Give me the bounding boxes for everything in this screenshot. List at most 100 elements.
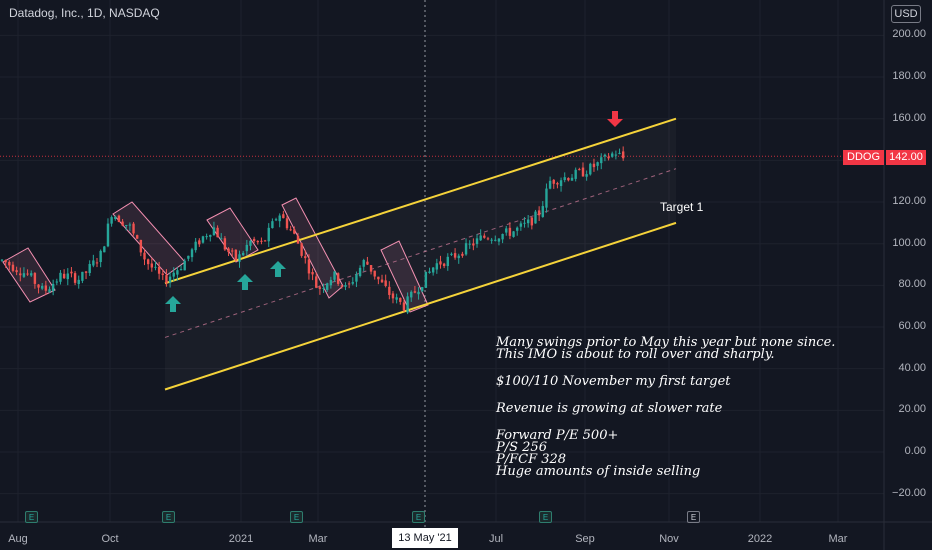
candle-body (446, 256, 449, 267)
candle-body (377, 276, 380, 280)
candle-body (366, 261, 369, 265)
candle-body (501, 234, 504, 240)
candle-body (157, 266, 161, 274)
x-tick-label: Mar (308, 533, 328, 545)
x-tick-label: Jul (488, 533, 504, 545)
candle-body (402, 302, 406, 311)
channel-upper-line (164, 117, 677, 285)
candle-body (534, 211, 537, 224)
y-tick-label: 80.00 (898, 278, 926, 291)
candle-body (453, 253, 457, 258)
y-tick-label: 200.00 (892, 28, 926, 41)
candle-body (231, 250, 234, 252)
candle-body (66, 273, 69, 280)
candle-body (424, 271, 428, 288)
candle-body (271, 221, 274, 229)
candle-body (198, 240, 201, 245)
candle-body (578, 169, 581, 171)
earnings-marker[interactable]: E (25, 511, 38, 523)
note-line-1: Many swings prior to May this year but n… (496, 335, 836, 350)
candle-body (300, 243, 303, 256)
candle-body (559, 180, 563, 187)
candle-body (77, 279, 80, 285)
candle-body (304, 256, 307, 259)
candle-body (508, 227, 512, 236)
candle-body (216, 227, 219, 238)
candle-body (165, 275, 168, 284)
candle-body (227, 248, 230, 253)
candle-body (340, 285, 344, 287)
candle-body (121, 221, 124, 226)
swing-box (380, 240, 429, 313)
candle-body (395, 297, 398, 300)
candle-body (48, 289, 51, 293)
candle-body (146, 259, 150, 265)
swing-box (2, 247, 56, 303)
price-channel (164, 117, 677, 391)
candle-body (483, 235, 486, 238)
candle-body (475, 238, 479, 245)
candle-body (384, 280, 387, 286)
candle-body (249, 240, 252, 246)
candle-body (410, 291, 413, 298)
candle-body (179, 269, 183, 271)
candle-body (570, 177, 574, 181)
candle-body (505, 228, 508, 233)
candlestick-series (0, 146, 625, 315)
up-arrow-icon (270, 261, 286, 277)
candle-body (479, 235, 482, 241)
candle-body (4, 259, 7, 263)
candle-body (139, 239, 143, 253)
candle-body (457, 255, 460, 259)
earnings-marker[interactable]: E (412, 511, 425, 523)
candle-body (315, 276, 318, 288)
candle-body (388, 286, 391, 295)
candle-body (241, 252, 245, 256)
candle-body (110, 217, 113, 224)
candle-body (545, 188, 548, 208)
candle-body (614, 154, 618, 156)
candle-body (428, 271, 431, 273)
swing-box (206, 207, 259, 263)
candle-body (537, 210, 541, 216)
currency-button[interactable]: USD (891, 5, 921, 23)
candle-body (8, 261, 11, 266)
candle-body (523, 222, 526, 224)
candle-body (380, 279, 384, 283)
candle-body (592, 163, 596, 168)
chart-title: Datadog, Inc., 1D, NASDAQ (9, 6, 160, 20)
y-tick-label: 160.00 (892, 111, 926, 124)
candle-body (373, 270, 376, 277)
candle-body (618, 152, 621, 154)
candle-body (285, 218, 289, 229)
candle-body (369, 265, 373, 272)
channel-lower-line (164, 221, 677, 391)
candle-body (603, 154, 607, 157)
candle-body (161, 273, 164, 275)
candle-body (92, 260, 95, 266)
candle-body (176, 270, 179, 275)
earnings-marker[interactable]: E (290, 511, 303, 523)
candle-body (468, 243, 471, 245)
earnings-marker-upcoming[interactable]: E (687, 511, 700, 523)
candle-body (399, 297, 402, 302)
candle-body (326, 283, 329, 290)
candle-body (494, 239, 497, 241)
earnings-marker[interactable]: E (539, 511, 552, 523)
candle-body (114, 216, 117, 219)
candle-body (103, 246, 106, 253)
candle-body (267, 227, 270, 242)
note-line-8: Huge amounts of inside selling (496, 464, 701, 479)
candle-body (19, 273, 22, 276)
candle-body (172, 272, 175, 277)
earnings-marker[interactable]: E (162, 511, 175, 523)
candle-body (344, 285, 347, 287)
candle-body (486, 238, 490, 240)
note-line-6: P/S 256 (496, 440, 547, 455)
candle-body (205, 236, 208, 238)
x-tick-label: Oct (101, 533, 119, 545)
candle-body (293, 229, 296, 234)
candle-body (607, 156, 610, 159)
candle-body (431, 267, 435, 273)
